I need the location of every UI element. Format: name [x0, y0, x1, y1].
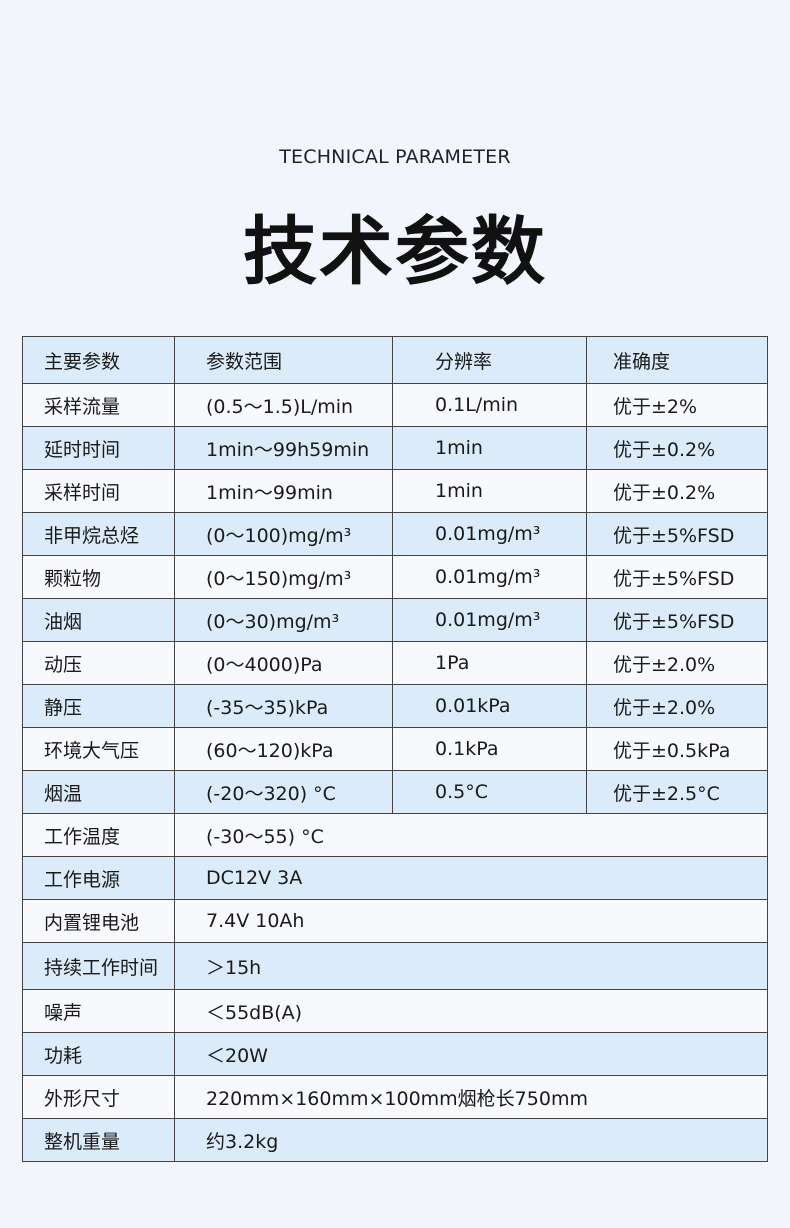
- table-cell: 工作电源: [22, 856, 175, 900]
- table-cell: 油烟: [22, 598, 175, 642]
- table-cell: 延时时间: [22, 426, 175, 470]
- table-cell: (0～4000)Pa: [174, 641, 393, 685]
- table-row: 动压 (0～4000)Pa 1Pa 优于±2.0%: [22, 641, 768, 685]
- spec-table: 主要参数 参数范围 分辨率 准确度 采样流量 (0.5～1.5)L/min 0.1L/min…: [22, 336, 768, 1162]
- table-cell: 0.01mg/m³: [392, 512, 587, 556]
- table-row: 采样流量 (0.5～1.5)L/min 0.1L/min 优于±2%: [22, 383, 768, 427]
- column-header: 分辨率: [392, 336, 587, 384]
- table-cell: 优于±0.2%: [586, 426, 768, 470]
- table-cell: 采样时间: [22, 469, 175, 513]
- table-cell: 220mm×160mm×100mm烟枪长750mm: [174, 1075, 768, 1119]
- table-cell: 1min～99min: [174, 469, 393, 513]
- table-cell: (60～120)kPa: [174, 727, 393, 771]
- table-cell: 约3.2kg: [174, 1118, 768, 1162]
- table-cell: 持续工作时间: [22, 942, 175, 990]
- spec-row: 持续工作时间 ＞15h: [22, 942, 768, 990]
- column-header: 参数范围: [174, 336, 393, 384]
- spec-row: 外形尺寸 220mm×160mm×100mm烟枪长750mm: [22, 1075, 768, 1119]
- page-title: 技术参数: [243, 209, 547, 295]
- table-row: 延时时间 1min～99h59min 1min 优于±0.2%: [22, 426, 768, 470]
- table-row: 静压 (-35～35)kPa 0.01kPa 优于±2.0%: [22, 684, 768, 728]
- table-cell: ＜20W: [174, 1032, 768, 1076]
- table-cell: 优于±2.5°C: [586, 770, 768, 814]
- table-cell: 功耗: [22, 1032, 175, 1076]
- column-header: 准确度: [586, 336, 768, 384]
- section-subtitle: TECHNICAL PARAMETER: [279, 146, 511, 168]
- table-cell: (-20～320) °C: [174, 770, 393, 814]
- table-cell: 优于±5%FSD: [586, 555, 768, 599]
- table-row: 烟温 (-20～320) °C 0.5°C 优于±2.5°C: [22, 770, 768, 814]
- table-cell: 非甲烷总烃: [22, 512, 175, 556]
- spec-row: 工作温度 (-30～55) °C: [22, 813, 768, 857]
- table-cell: 外形尺寸: [22, 1075, 175, 1119]
- table-cell: 采样流量: [22, 383, 175, 427]
- table-cell: 工作温度: [22, 813, 175, 857]
- table-cell: 优于±5%FSD: [586, 598, 768, 642]
- table-cell: 0.01mg/m³: [392, 598, 587, 642]
- table-cell: 优于±2%: [586, 383, 768, 427]
- table-cell: 1min: [392, 469, 587, 513]
- table-cell: 烟温: [22, 770, 175, 814]
- table-cell: 7.4V 10Ah: [174, 899, 768, 943]
- column-header: 主要参数: [22, 336, 175, 384]
- table-cell: 颗粒物: [22, 555, 175, 599]
- table-cell: 1Pa: [392, 641, 587, 685]
- spec-row: 工作电源 DC12V 3A: [22, 856, 768, 900]
- table-cell: 内置锂电池: [22, 899, 175, 943]
- table-row: 采样时间 1min～99min 1min 优于±0.2%: [22, 469, 768, 513]
- table-cell: (0～150)mg/m³: [174, 555, 393, 599]
- table-cell: 整机重量: [22, 1118, 175, 1162]
- table-cell: 静压: [22, 684, 175, 728]
- table-cell: 0.01mg/m³: [392, 555, 587, 599]
- table-cell: 优于±5%FSD: [586, 512, 768, 556]
- table-cell: 优于±0.5kPa: [586, 727, 768, 771]
- table-cell: 0.01kPa: [392, 684, 587, 728]
- spec-row: 噪声 ＜55dB(A): [22, 989, 768, 1033]
- table-cell: (0～100)mg/m³: [174, 512, 393, 556]
- table-cell: 1min: [392, 426, 587, 470]
- table-cell: (0～30)mg/m³: [174, 598, 393, 642]
- table-cell: 环境大气压: [22, 727, 175, 771]
- table-cell: 噪声: [22, 989, 175, 1033]
- table-cell: (-35～35)kPa: [174, 684, 393, 728]
- table-cell: 0.1kPa: [392, 727, 587, 771]
- table-cell: DC12V 3A: [174, 856, 768, 900]
- table-cell: 动压: [22, 641, 175, 685]
- table-cell: 1min～99h59min: [174, 426, 393, 470]
- table-cell: 优于±2.0%: [586, 684, 768, 728]
- spec-row: 内置锂电池 7.4V 10Ah: [22, 899, 768, 943]
- table-cell: 优于±2.0%: [586, 641, 768, 685]
- table-cell: (0.5～1.5)L/min: [174, 383, 393, 427]
- table-cell: ＞15h: [174, 942, 768, 990]
- table-header-row: 主要参数 参数范围 分辨率 准确度: [22, 336, 768, 384]
- spec-row: 功耗 ＜20W: [22, 1032, 768, 1076]
- table-cell: 0.5°C: [392, 770, 587, 814]
- table-row: 颗粒物 (0～150)mg/m³ 0.01mg/m³ 优于±5%FSD: [22, 555, 768, 599]
- table-row: 油烟 (0～30)mg/m³ 0.01mg/m³ 优于±5%FSD: [22, 598, 768, 642]
- table-cell: (-30～55) °C: [174, 813, 768, 857]
- table-cell: 0.1L/min: [392, 383, 587, 427]
- table-row: 非甲烷总烃 (0～100)mg/m³ 0.01mg/m³ 优于±5%FSD: [22, 512, 768, 556]
- table-row: 环境大气压 (60～120)kPa 0.1kPa 优于±0.5kPa: [22, 727, 768, 771]
- table-cell: 优于±0.2%: [586, 469, 768, 513]
- spec-row: 整机重量 约3.2kg: [22, 1118, 768, 1162]
- table-cell: ＜55dB(A): [174, 989, 768, 1033]
